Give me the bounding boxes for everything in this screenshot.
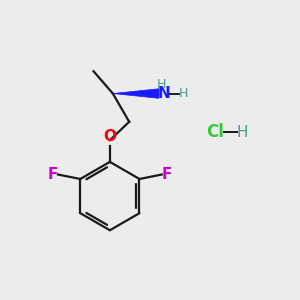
Text: H: H: [157, 77, 166, 91]
Text: Cl: Cl: [206, 123, 224, 141]
Text: H: H: [236, 125, 248, 140]
Text: O: O: [103, 129, 116, 144]
Text: N: N: [158, 86, 171, 101]
Polygon shape: [113, 89, 159, 98]
Text: F: F: [47, 167, 58, 182]
Text: F: F: [162, 167, 172, 182]
Text: H: H: [178, 87, 188, 100]
